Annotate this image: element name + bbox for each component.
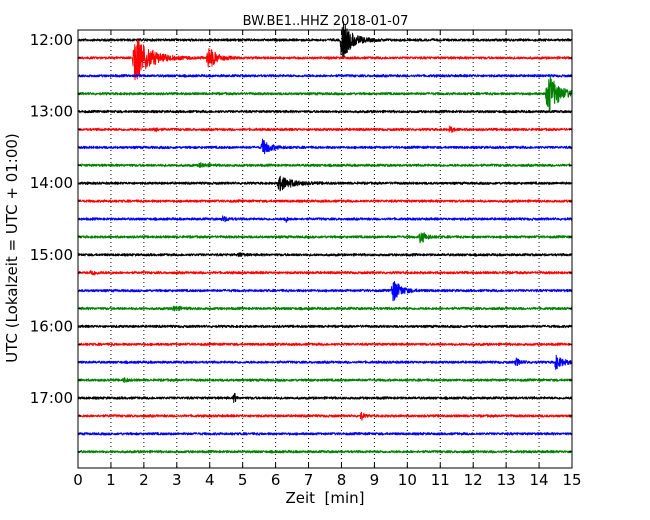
trace-line (77, 232, 573, 244)
x-tick-label: 15 (562, 471, 581, 489)
trace-line (77, 280, 573, 302)
y-tick-label: 13:00 (30, 103, 73, 121)
trace-line (77, 377, 573, 383)
trace-line (77, 449, 573, 454)
x-axis-ticks: 0 1 2 3 4 5 6 7 8 9 10 11 12 13 14 15 (73, 30, 582, 489)
y-axis-ticks: 12:00 13:00 14:00 15:00 16:00 17:00 (30, 31, 572, 453)
trace-line (77, 109, 573, 114)
x-tick-label: 14 (530, 471, 549, 489)
trace-line (77, 411, 573, 421)
trace-line (77, 73, 573, 78)
trace-line (77, 21, 573, 59)
y-tick-label: 12:00 (30, 31, 73, 49)
trace-line (77, 252, 573, 257)
trace-line (77, 215, 573, 223)
x-tick-label: 3 (172, 471, 182, 489)
x-tick-label: 13 (497, 471, 516, 489)
trace-line (77, 270, 573, 276)
trace-line (77, 125, 573, 133)
x-tick-label: 7 (304, 471, 314, 489)
trace-line (77, 342, 573, 347)
x-tick-label: 0 (73, 471, 83, 489)
x-tick-label: 12 (464, 471, 483, 489)
trace-line (77, 324, 573, 329)
trace-line (77, 175, 573, 192)
x-tick-label: 2 (139, 471, 149, 489)
vertical-grid (110, 30, 540, 468)
trace-line (77, 431, 573, 436)
x-tick-label: 8 (337, 471, 347, 489)
trace-line (77, 138, 573, 155)
trace-line (77, 75, 573, 112)
plot-frame (77, 29, 573, 469)
x-tick-label: 9 (370, 471, 380, 489)
x-tick-label: 4 (205, 471, 215, 489)
x-axis-label: Zeit [min] (285, 489, 364, 507)
x-tick-label: 11 (431, 471, 450, 489)
x-tick-label: 5 (238, 471, 248, 489)
x-tick-label: 1 (106, 471, 116, 489)
y-tick-label: 14:00 (30, 174, 73, 192)
y-tick-label: 15:00 (30, 246, 73, 264)
trace-line (77, 354, 573, 370)
y-tick-label: 16:00 (30, 317, 73, 335)
trace-line (77, 39, 573, 81)
x-tick-label: 6 (271, 471, 281, 489)
chart-title: BW.BE1..HHZ 2018-01-07 (243, 14, 409, 29)
trace-line (77, 199, 573, 203)
trace-line (77, 392, 573, 404)
seismic-traces (77, 21, 573, 454)
x-tick-label: 10 (398, 471, 417, 489)
y-axis-label: UTC (Lokalzeit = UTC + 01:00) (3, 133, 21, 363)
trace-line (77, 305, 573, 312)
trace-line (77, 162, 573, 168)
y-tick-label: 17:00 (30, 389, 73, 407)
